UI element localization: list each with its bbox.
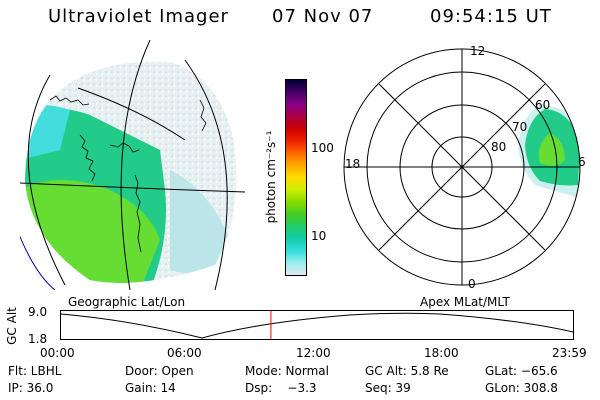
altitude-axis-label: GC Alt [0, 307, 24, 345]
time-tick-1200: 12:00 [296, 346, 331, 360]
mlat-label-70: 70 [512, 120, 528, 134]
info-filter: Flt: LBHL [8, 364, 62, 378]
altitude-tick-high: 9.0 [28, 305, 48, 319]
mlat-label-60: 60 [535, 98, 551, 112]
info-gc-alt: GC Alt: 5.8 Re [365, 364, 449, 378]
time-tick-2359: 23:59 [552, 346, 587, 360]
color-scale-bar [285, 79, 307, 276]
time-tick-0600: 06:00 [167, 346, 202, 360]
orbit-altitude-timeline [60, 310, 574, 340]
altitude-tick-low: 1.8 [28, 332, 48, 346]
color-scale-unit: photon cm⁻²s⁻¹ [264, 130, 278, 224]
polar-mlat-mlt-plot [343, 48, 581, 286]
info-gain: Gain: 14 [125, 381, 176, 395]
date-label: 07 Nov 07 [272, 6, 374, 27]
info-mode: Mode: Normal [245, 364, 329, 378]
right-panel-caption: Apex MLat/MLT [420, 295, 510, 309]
time-label: 09:54:15 UT [430, 6, 552, 27]
color-tick-10: 10 [311, 229, 327, 243]
info-dsp: Dsp: −3.3 [245, 381, 317, 395]
info-ip: IP: 36.0 [8, 381, 54, 395]
time-tick-1800: 18:00 [424, 346, 459, 360]
info-glon: GLon: 308.8 [485, 381, 558, 395]
mlt-label-18: 18 [345, 157, 361, 171]
info-glat: GLat: −65.6 [485, 364, 558, 378]
instrument-title: Ultraviolet Imager [48, 6, 229, 27]
info-seq: Seq: 39 [365, 381, 411, 395]
mlt-label-0: 0 [468, 277, 476, 291]
left-panel-caption: Geographic Lat/Lon [68, 295, 186, 309]
info-door: Door: Open [125, 364, 194, 378]
time-tick-0000: 00:00 [40, 346, 75, 360]
mlt-label-6: 6 [578, 155, 586, 169]
altitude-axis-text: GC Alt [5, 307, 19, 345]
mlat-label-80: 80 [491, 140, 507, 154]
color-tick-100: 100 [311, 141, 334, 155]
color-scale-label: photon cm⁻²s⁻¹ [262, 79, 280, 276]
mlt-label-12: 12 [470, 44, 486, 58]
geographic-image [20, 40, 245, 290]
